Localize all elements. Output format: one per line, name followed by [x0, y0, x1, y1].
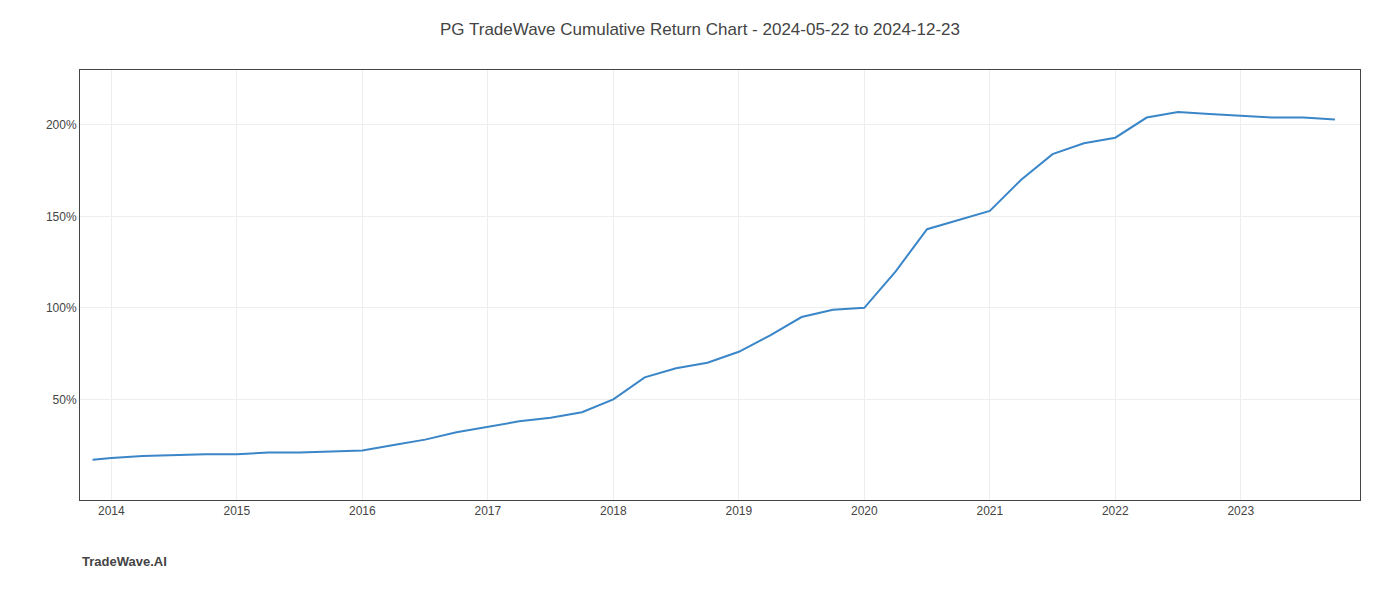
- svg-text:TradeWave.AI: TradeWave.AI: [82, 554, 167, 569]
- svg-text:100%: 100%: [46, 301, 77, 315]
- svg-text:2014: 2014: [98, 504, 125, 518]
- svg-text:2019: 2019: [725, 504, 752, 518]
- svg-text:50%: 50%: [53, 393, 77, 407]
- svg-text:200%: 200%: [46, 118, 77, 132]
- svg-text:2022: 2022: [1102, 504, 1129, 518]
- svg-text:2015: 2015: [224, 504, 251, 518]
- svg-text:PG TradeWave Cumulative Return: PG TradeWave Cumulative Return Chart - 2…: [440, 20, 960, 39]
- svg-text:2018: 2018: [600, 504, 627, 518]
- svg-text:2020: 2020: [851, 504, 878, 518]
- svg-text:2017: 2017: [474, 504, 501, 518]
- svg-text:2021: 2021: [976, 504, 1003, 518]
- svg-text:150%: 150%: [46, 210, 77, 224]
- svg-text:2016: 2016: [349, 504, 376, 518]
- svg-text:2023: 2023: [1227, 504, 1254, 518]
